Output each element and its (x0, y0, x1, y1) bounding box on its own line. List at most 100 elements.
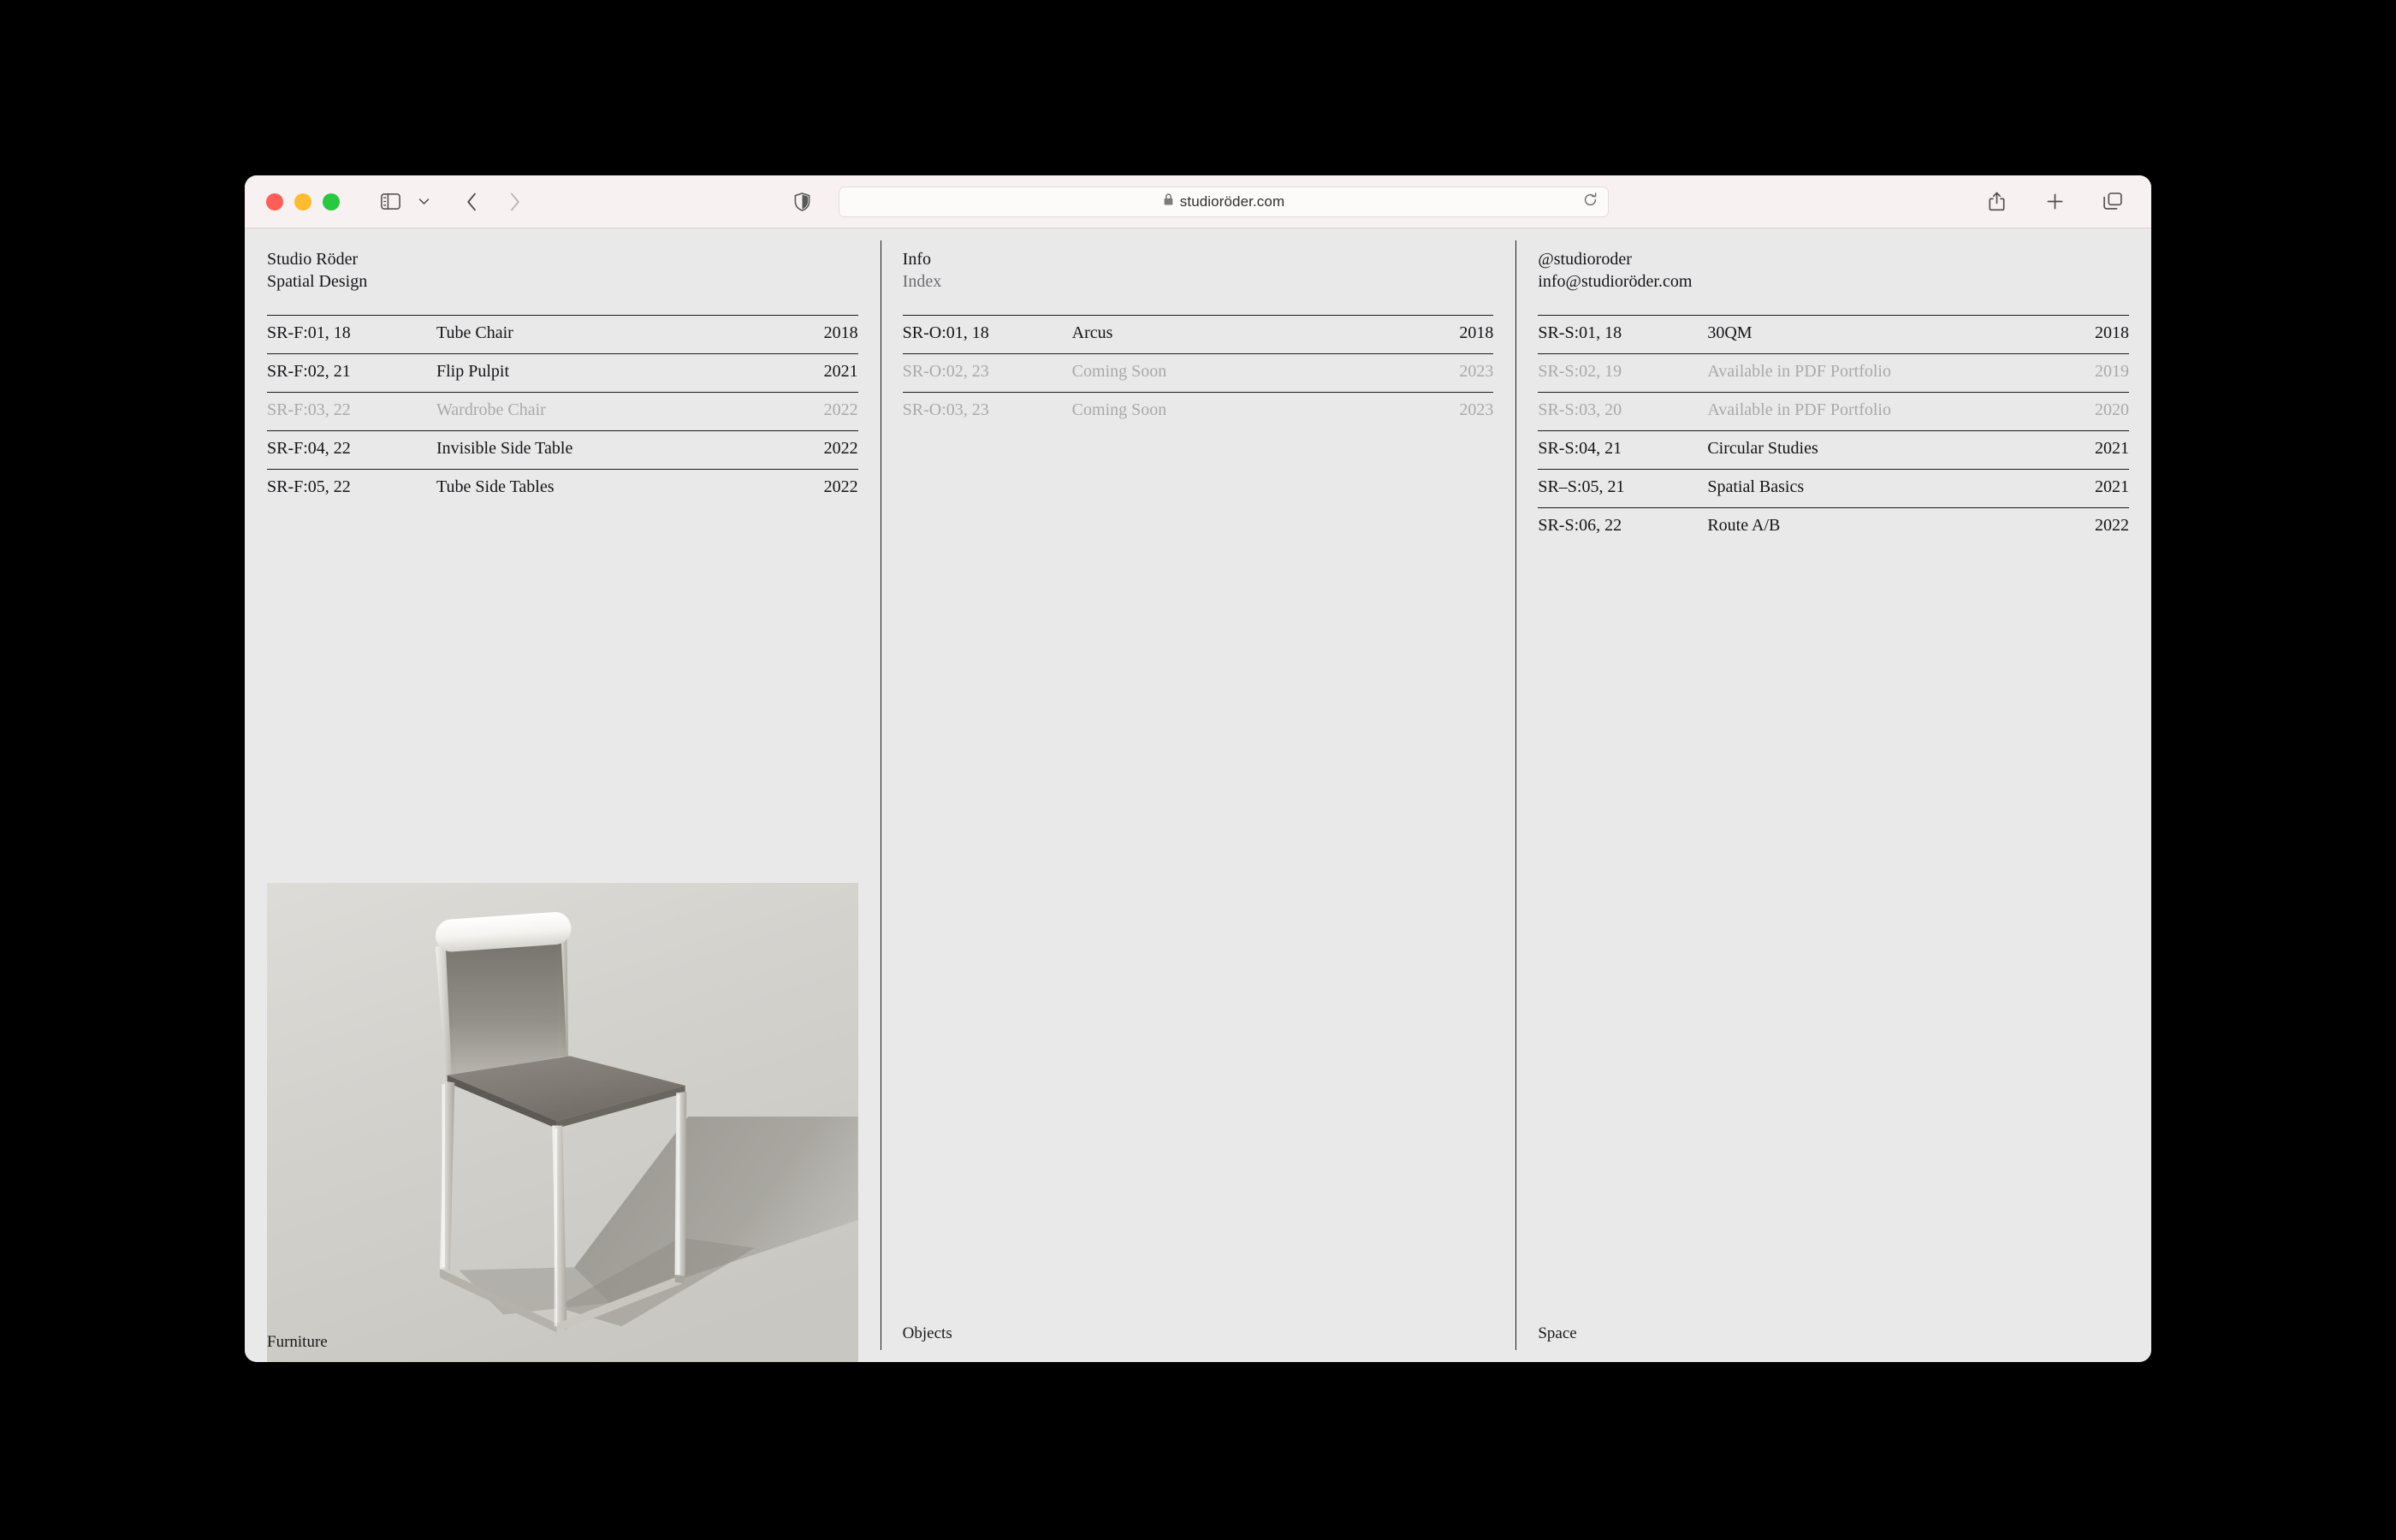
row-code: SR-S:03, 20 (1538, 400, 1622, 420)
row-year: 2021 (2095, 477, 2130, 497)
row-title: Available in PDF Portfolio (1707, 362, 1891, 382)
contact-email[interactable]: info@studioröder.com (1538, 271, 1693, 291)
index-row[interactable]: SR-F:02, 21 Flip Pulpit 2021 (267, 353, 858, 392)
webpage-content: Studio Röder Spatial Design SR-F:01, 18 … (245, 228, 2151, 1362)
browser-window: studioröder.com (245, 175, 2151, 1362)
index-row[interactable]: SR-S:06, 22 Route A/B 2022 (1538, 507, 2130, 546)
row-code: SR-F:05, 22 (267, 477, 351, 497)
index-row[interactable]: SR-S:01, 18 30QM 2018 (1538, 315, 2130, 353)
row-title: Spatial Basics (1707, 477, 1805, 497)
column-footer-label: Space (1538, 1324, 1577, 1342)
index-row[interactable]: SR-F:05, 22 Tube Side Tables 2022 (267, 469, 858, 507)
row-year: 2020 (2095, 400, 2130, 420)
studio-name: Studio Röder (267, 250, 359, 269)
row-code: SR–S:05, 21 (1538, 477, 1625, 497)
index-row[interactable]: SR-F:04, 22 Invisible Side Table 2022 (267, 430, 858, 469)
index-list-objects: SR-O:01, 18 Arcus 2018 SR-O:02, 23 Comin… (902, 315, 1494, 430)
column-furniture: Studio Röder Spatial Design SR-F:01, 18 … (245, 228, 881, 1362)
index-row[interactable]: SR-O:03, 23 Coming Soon 2023 (902, 392, 1494, 430)
row-code: SR-O:03, 23 (902, 400, 989, 420)
browser-toolbar: studioröder.com (245, 175, 2151, 228)
row-code: SR-S:02, 19 (1538, 362, 1622, 382)
tab-overview-icon[interactable] (2098, 189, 2127, 215)
row-code: SR-S:06, 22 (1538, 516, 1622, 536)
row-year: 2021 (2095, 439, 2130, 459)
new-tab-plus-icon[interactable] (2040, 189, 2069, 215)
row-title: Coming Soon (1071, 400, 1167, 420)
row-title: Tube Side Tables (436, 477, 555, 497)
minimize-window-button[interactable] (294, 192, 311, 210)
reload-icon[interactable] (1583, 192, 1598, 211)
toolbar-center-group: studioröder.com (245, 186, 2151, 217)
column-header: Info Index (903, 228, 1494, 315)
row-year: 2021 (823, 362, 858, 382)
index-row[interactable]: SR-S:04, 21 Circular Studies 2021 (1538, 430, 2130, 469)
index-row[interactable]: SR–S:05, 21 Spatial Basics 2021 (1538, 469, 2130, 507)
sidebar-toggle-icon[interactable] (376, 189, 405, 215)
window-controls (266, 192, 340, 210)
address-bar-url: studioröder.com (1179, 192, 1285, 210)
share-icon[interactable] (1982, 189, 2011, 215)
sidebar-controls (376, 189, 438, 215)
address-bar[interactable]: studioröder.com (839, 186, 1609, 217)
instagram-handle[interactable]: @studioroder (1538, 250, 1632, 269)
row-year: 2022 (823, 400, 858, 420)
row-title: Wardrobe Chair (436, 400, 546, 420)
row-code: SR-S:04, 21 (1538, 439, 1622, 459)
column-objects: Info Index SR-O:01, 18 Arcus 2018 SR-O:0… (880, 228, 1516, 1362)
index-row[interactable]: SR-O:02, 23 Coming Soon 2023 (902, 353, 1494, 392)
featured-project-image[interactable]: Furniture (267, 883, 858, 1362)
column-footer-label: Furniture (267, 1333, 328, 1351)
row-year: 2022 (823, 439, 858, 459)
forward-arrow-icon[interactable] (500, 189, 529, 215)
toolbar-right-group (1982, 189, 2127, 215)
row-title: 30QM (1707, 323, 1753, 343)
index-link[interactable]: Index (902, 271, 942, 291)
back-arrow-icon[interactable] (457, 189, 486, 215)
index-list-space: SR-S:01, 18 30QM 2018 SR-S:02, 19 Availa… (1538, 315, 2130, 546)
column-header: Studio Röder Spatial Design (267, 228, 858, 315)
row-year: 2018 (823, 323, 858, 343)
row-code: SR-O:02, 23 (902, 362, 989, 382)
row-code: SR-O:01, 18 (902, 323, 989, 343)
row-year: 2023 (1459, 400, 1494, 420)
row-year: 2022 (823, 477, 858, 497)
row-year: 2023 (1459, 362, 1494, 382)
column-spacer (1538, 546, 2129, 1324)
row-code: SR-F:01, 18 (267, 323, 351, 343)
row-title: Available in PDF Portfolio (1707, 400, 1891, 420)
lock-icon (1163, 192, 1174, 210)
info-link[interactable]: Info (902, 250, 931, 269)
privacy-shield-icon[interactable] (787, 189, 816, 215)
row-year: 2018 (1459, 323, 1494, 343)
column-spacer (903, 430, 1494, 1324)
column-footer-label: Objects (902, 1324, 952, 1342)
chevron-down-icon[interactable] (409, 189, 438, 215)
index-list-furniture: SR-F:01, 18 Tube Chair 2018 SR-F:02, 21 … (267, 315, 858, 507)
row-title: Arcus (1071, 323, 1113, 343)
index-row[interactable]: SR-F:01, 18 Tube Chair 2018 (267, 315, 858, 353)
index-row[interactable]: SR-S:02, 19 Available in PDF Portfolio 2… (1538, 353, 2130, 392)
row-title: Circular Studies (1707, 439, 1818, 459)
row-title: Tube Chair (436, 323, 513, 343)
row-title: Route A/B (1707, 516, 1781, 536)
row-code: SR-F:03, 22 (267, 400, 351, 420)
row-title: Coming Soon (1071, 362, 1167, 382)
row-year: 2018 (2095, 323, 2130, 343)
zoom-window-button[interactable] (323, 192, 340, 210)
navigation-controls (457, 189, 529, 215)
index-row[interactable]: SR-F:03, 22 Wardrobe Chair 2022 (267, 392, 858, 430)
studio-tagline: Spatial Design (267, 271, 368, 291)
row-code: SR-F:02, 21 (267, 362, 351, 382)
close-window-button[interactable] (266, 192, 283, 210)
column-header: @studioroder info@studioröder.com (1538, 228, 2129, 315)
row-year: 2019 (2095, 362, 2130, 382)
row-year: 2022 (2095, 516, 2130, 536)
row-code: SR-S:01, 18 (1538, 323, 1622, 343)
row-code: SR-F:04, 22 (267, 439, 351, 459)
tube-chair-photo (267, 883, 858, 1362)
index-row[interactable]: SR-S:03, 20 Available in PDF Portfolio 2… (1538, 392, 2130, 430)
column-space: @studioroder info@studioröder.com SR-S:0… (1515, 228, 2151, 1362)
index-row[interactable]: SR-O:01, 18 Arcus 2018 (902, 315, 1494, 353)
column-spacer (267, 507, 858, 883)
